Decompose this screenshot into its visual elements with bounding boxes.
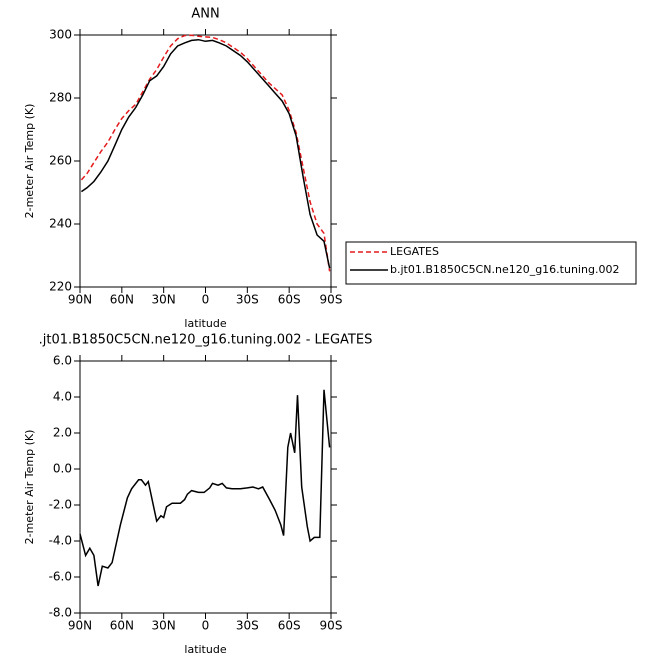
y-tick-label: 4.0 (53, 390, 72, 404)
x-tick-label: 30S (236, 619, 259, 633)
x-tick-label: 60S (278, 619, 301, 633)
legend-label: b.jt01.B1850C5CN.ne120_g16.tuning.002 (390, 263, 619, 276)
x-tick-label: 30N (152, 619, 176, 633)
legend-label: LEGATES (390, 245, 439, 258)
y-tick-label: 300 (49, 28, 72, 42)
y-tick-label: -4.0 (49, 534, 72, 548)
x-tick-label: 90S (320, 293, 343, 307)
y-tick-label: -6.0 (49, 570, 72, 584)
y-tick-label: 6.0 (53, 354, 72, 368)
x-tick-label: 30N (152, 293, 176, 307)
data-line (79, 389, 331, 587)
x-axis-label: latitude (184, 643, 226, 656)
x-tick-label: 90N (68, 619, 92, 633)
y-tick-label: 220 (49, 280, 72, 294)
plot-frame (79, 34, 332, 288)
legend-box (345, 241, 637, 285)
x-tick-label: 60N (110, 293, 134, 307)
data-line (80, 38, 331, 269)
chart-title: ANN (191, 7, 219, 22)
y-axis-label: 2-meter Air Temp (K) (23, 104, 36, 219)
y-tick-label: 2.0 (53, 426, 72, 440)
y-tick-label: 280 (49, 91, 72, 105)
x-tick-label: 60N (110, 619, 134, 633)
x-tick-label: 30S (236, 293, 259, 307)
y-tick-label: -8.0 (49, 606, 72, 620)
plot-frame (79, 360, 332, 614)
chart-title: .jt01.B1850C5CN.ne120_g16.tuning.002 - L… (39, 333, 373, 348)
x-tick-label: 0 (202, 293, 210, 307)
x-tick-label: 60S (278, 293, 301, 307)
y-tick-label: 240 (49, 217, 72, 231)
data-line (80, 34, 331, 272)
x-axis-label: latitude (184, 317, 226, 330)
x-tick-label: 90S (320, 619, 343, 633)
y-tick-label: -2.0 (49, 498, 72, 512)
x-tick-label: 90N (68, 293, 92, 307)
y-tick-label: 0.0 (53, 462, 72, 476)
x-tick-label: 0 (202, 619, 210, 633)
y-tick-label: 260 (49, 154, 72, 168)
y-axis-label: 2-meter Air Temp (K) (23, 430, 36, 545)
